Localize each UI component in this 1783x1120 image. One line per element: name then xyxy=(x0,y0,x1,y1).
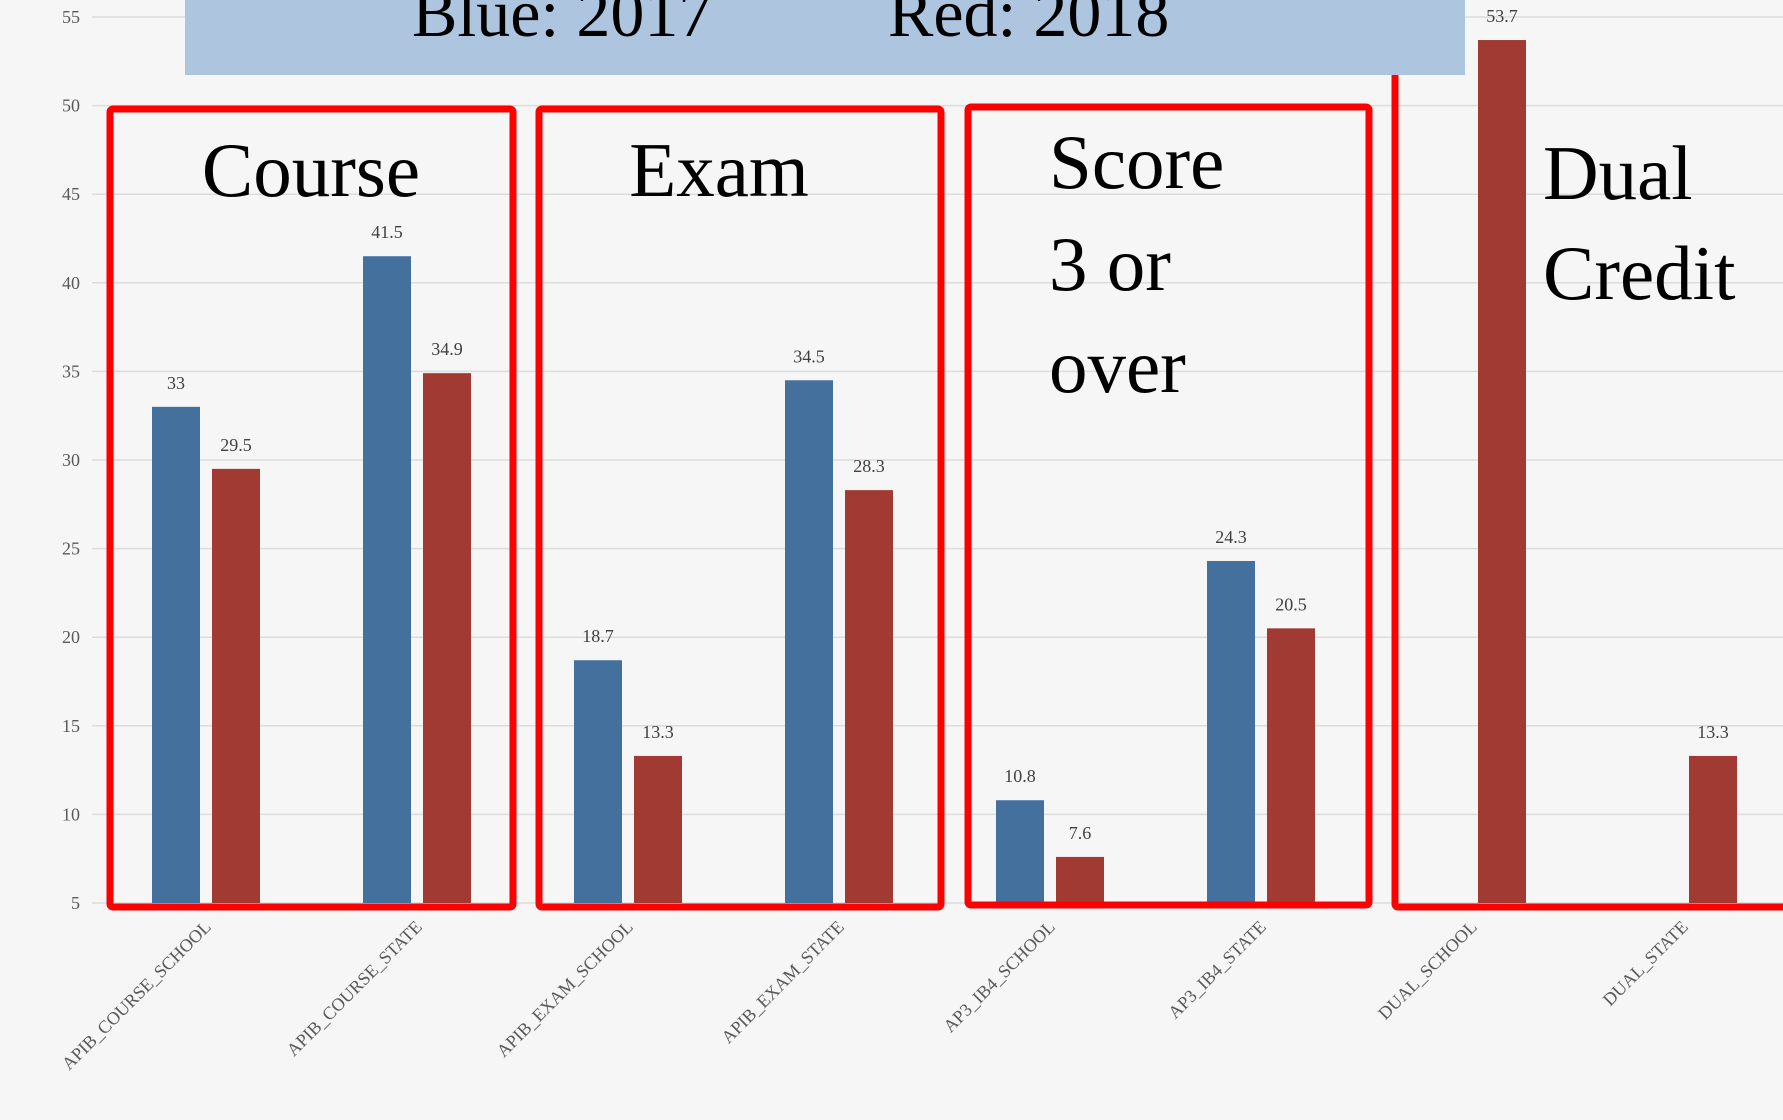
y-tick-label: 40 xyxy=(62,273,80,293)
y-tick-label: 20 xyxy=(62,627,80,647)
bar xyxy=(363,256,411,904)
annotation: 3 or xyxy=(1049,221,1171,307)
value-label: 53.7 xyxy=(1486,6,1518,26)
value-label: 34.9 xyxy=(431,339,463,359)
bar xyxy=(1207,561,1255,903)
y-tick-label: 15 xyxy=(62,716,80,736)
y-tick-label: 25 xyxy=(62,539,80,559)
annotation: Credit xyxy=(1543,230,1735,316)
value-label: 41.5 xyxy=(371,222,403,242)
value-label: 34.5 xyxy=(793,346,825,366)
value-label: 33 xyxy=(167,373,185,393)
value-label: 13.3 xyxy=(1697,722,1729,742)
annotation: Course xyxy=(202,127,420,213)
y-tick-label: 55 xyxy=(62,7,80,27)
y-tick-label: 30 xyxy=(62,450,80,470)
bar xyxy=(574,660,622,903)
bar xyxy=(996,800,1044,903)
value-label: 13.3 xyxy=(642,722,674,742)
annotation: Score xyxy=(1049,119,1224,205)
value-label: 24.3 xyxy=(1215,527,1247,547)
bar xyxy=(1267,628,1315,903)
bar xyxy=(785,380,833,903)
highlight-box xyxy=(535,105,945,911)
value-label: 10.8 xyxy=(1004,766,1036,786)
y-tick-label: 50 xyxy=(62,96,80,116)
bar xyxy=(1056,856,1104,903)
y-tick-label: 35 xyxy=(62,361,80,381)
bar xyxy=(634,755,682,903)
legend-banner xyxy=(185,0,1465,75)
annotation: Dual xyxy=(1543,130,1693,216)
bar xyxy=(1689,755,1737,903)
value-label: 28.3 xyxy=(853,456,885,476)
y-tick-label: 10 xyxy=(62,804,80,824)
bar xyxy=(152,406,200,903)
value-label: 7.6 xyxy=(1069,823,1092,843)
y-tick-label: 5 xyxy=(71,893,80,913)
value-label: 29.5 xyxy=(220,435,252,455)
highlight-box xyxy=(106,105,517,911)
y-tick-label: 45 xyxy=(62,184,80,204)
value-label: 18.7 xyxy=(582,626,614,646)
highlight-box xyxy=(964,103,1373,909)
legend-label: Blue: 2017 xyxy=(412,0,712,51)
highlight-box xyxy=(1391,0,1783,911)
annotation: over xyxy=(1049,323,1186,409)
bar xyxy=(212,468,260,903)
bar xyxy=(423,373,471,903)
legend-label: Red: 2018 xyxy=(888,0,1169,51)
annotation: Exam xyxy=(629,127,809,213)
bar xyxy=(1478,40,1526,903)
value-label: 20.5 xyxy=(1275,594,1307,614)
bar xyxy=(845,490,893,903)
